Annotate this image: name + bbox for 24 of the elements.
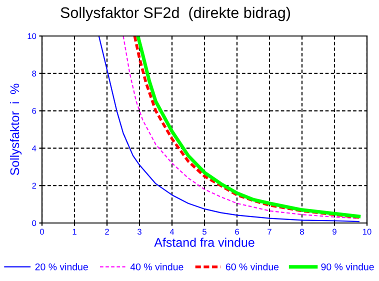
x-tick-label: 5 bbox=[202, 228, 206, 235]
legend-label: 20 % vindue bbox=[35, 263, 88, 270]
y-tick-label: 2 bbox=[32, 182, 36, 189]
x-tick-label: 0 bbox=[40, 228, 44, 235]
legend-label: 90 % vindue bbox=[321, 263, 374, 270]
y-axis-title: Sollysfaktor i % bbox=[10, 84, 22, 176]
x-tick-label: 10 bbox=[363, 228, 372, 235]
x-tick-label: 2 bbox=[105, 228, 109, 235]
x-tick-label: 1 bbox=[72, 228, 76, 235]
y-tick-label: 4 bbox=[32, 145, 36, 152]
legend-label: 40 % vindue bbox=[130, 263, 184, 270]
x-tick-label: 6 bbox=[235, 228, 239, 235]
x-tick-label: 8 bbox=[300, 228, 304, 235]
x-tick-label: 9 bbox=[332, 228, 336, 235]
y-tick-label: 8 bbox=[32, 70, 36, 76]
x-tick-label: 3 bbox=[138, 228, 142, 235]
x-tick-label: 4 bbox=[170, 228, 174, 235]
y-tick-label: 0 bbox=[32, 220, 36, 226]
chart-title: Sollysfaktor SF2d (direkte bidrag) bbox=[60, 6, 290, 22]
y-tick-label: 6 bbox=[32, 108, 36, 114]
x-axis-title: Afstand fra vindue bbox=[154, 238, 254, 247]
legend-label: 60 % vindue bbox=[226, 263, 279, 270]
y-tick-label: 10 bbox=[28, 33, 36, 40]
x-tick-label: 7 bbox=[268, 228, 272, 235]
